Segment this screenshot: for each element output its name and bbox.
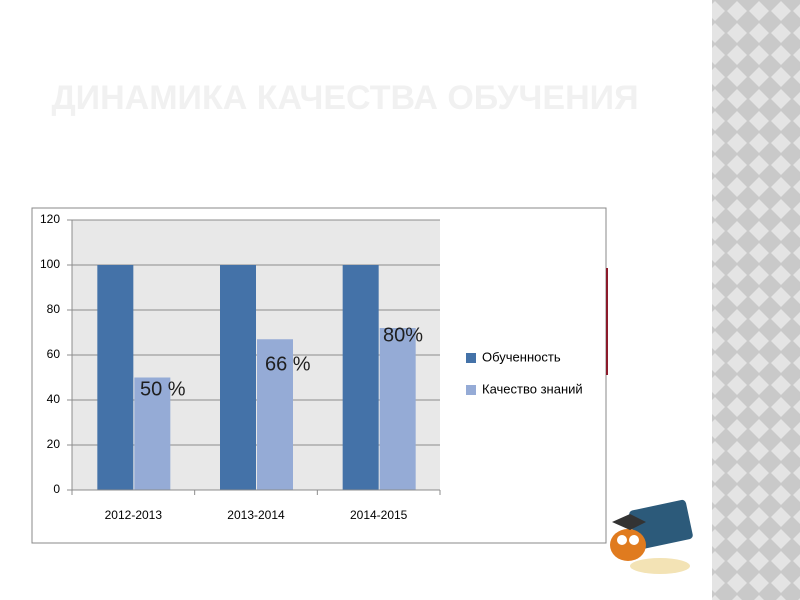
- legend-swatch: [466, 385, 476, 395]
- x-tick-label: 2012-2013: [105, 508, 163, 522]
- bar: [134, 377, 171, 490]
- y-tick-label: 80: [47, 302, 61, 316]
- x-tick-label: 2013-2014: [227, 508, 285, 522]
- bar: [220, 265, 256, 490]
- y-tick-label: 100: [40, 257, 60, 271]
- bar: [379, 328, 416, 490]
- x-tick-label: 2014-2015: [350, 508, 408, 522]
- bar: [257, 339, 293, 490]
- bar: [97, 265, 134, 490]
- legend-label: Качество знаний: [482, 381, 583, 396]
- y-tick-label: 60: [47, 347, 61, 361]
- clip-art: [610, 499, 693, 574]
- legend-label: Обученность: [482, 349, 561, 364]
- slide-title: ДИНАМИКА КАЧЕСТВА ОБУЧЕНИЯ: [51, 79, 638, 117]
- y-tick-label: 40: [47, 392, 61, 406]
- y-tick-label: 20: [47, 437, 61, 451]
- legend-swatch: [466, 353, 476, 363]
- annotation: 50 %: [140, 378, 186, 400]
- bar: [342, 265, 379, 490]
- annotation: 80%: [383, 324, 423, 346]
- y-tick-label: 0: [53, 482, 60, 496]
- decor-strip: [712, 0, 800, 600]
- annotation: 66 %: [265, 353, 311, 375]
- y-tick-label: 120: [40, 212, 60, 226]
